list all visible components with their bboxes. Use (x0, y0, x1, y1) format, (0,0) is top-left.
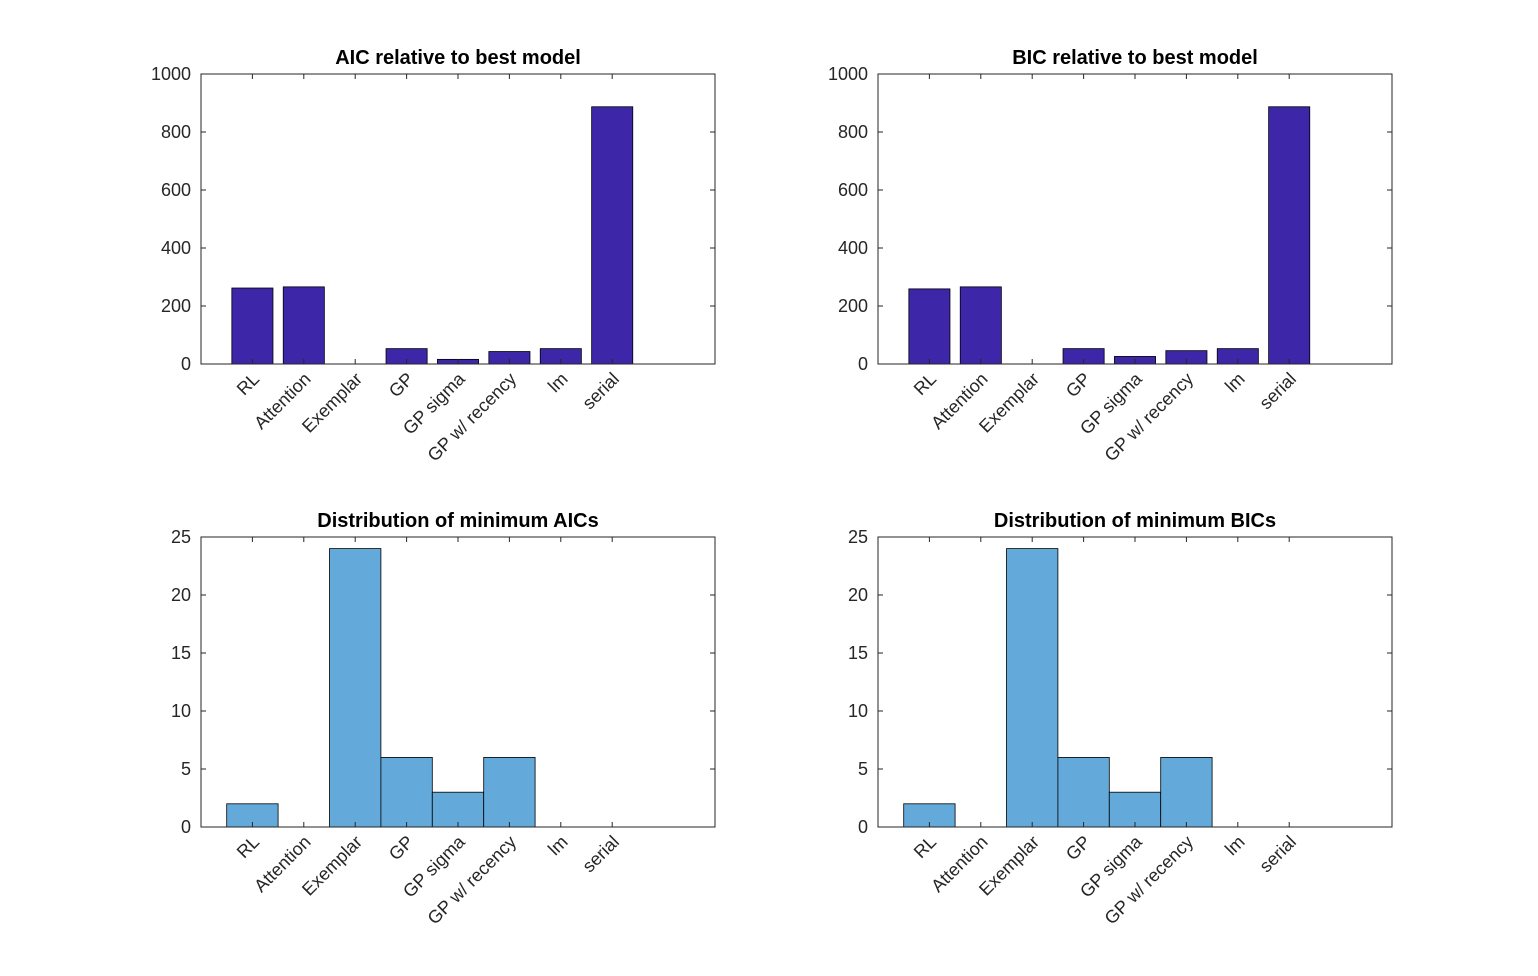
bar-serial (591, 106, 634, 365)
y-tick-label: 600 (838, 180, 868, 200)
x-tick-label: serial (1255, 369, 1300, 414)
bar-gp-sigma (1108, 791, 1162, 828)
y-tick-label: 0 (181, 817, 191, 837)
y-tick-label: 800 (838, 122, 868, 142)
y-tick-label: 0 (181, 354, 191, 374)
bar-gp-w-recency (483, 757, 536, 828)
bar-gp-sigma (431, 791, 485, 828)
y-tick-label: 800 (161, 122, 191, 142)
x-tick-label: RL (233, 832, 263, 862)
bar-rl (908, 288, 951, 365)
y-tick-label: 400 (161, 238, 191, 258)
bar-gp-w-recency (1160, 757, 1213, 828)
y-tick-label: 600 (161, 180, 191, 200)
y-tick-label: 10 (848, 701, 868, 721)
y-tick-label: 20 (171, 585, 191, 605)
x-tick-label: RL (910, 369, 940, 399)
axes-box (200, 73, 716, 365)
x-tick-label: GP w/ recency (424, 832, 521, 929)
x-tick-label: lm (544, 832, 572, 860)
x-tick-label: serial (578, 369, 623, 414)
y-tick-label: 25 (171, 527, 191, 547)
y-tick-label: 5 (181, 759, 191, 779)
y-tick-label: 0 (858, 354, 868, 374)
bar-attention (282, 286, 325, 365)
y-tick-label: 400 (838, 238, 868, 258)
y-tick-label: 15 (171, 643, 191, 663)
y-tick-label: 5 (858, 759, 868, 779)
subplot-1: AIC relative to best model 0 200 400 600 800 1… (151, 47, 716, 466)
x-tick-label: GP w/ recency (424, 369, 521, 466)
y-tick-label: 0 (858, 817, 868, 837)
chart-title: AIC relative to best model (335, 47, 581, 69)
chart-title: BIC relative to best model (1012, 47, 1258, 69)
y-tick-label: 200 (161, 296, 191, 316)
bar-rl (231, 287, 274, 365)
bar-exemplar (329, 548, 382, 828)
x-tick-label: GP (385, 369, 418, 402)
x-tick-label: GP w/ recency (1101, 369, 1198, 466)
bar-gp (380, 757, 433, 828)
y-tick-label: 25 (848, 527, 868, 547)
y-tick-label: 1000 (151, 64, 191, 84)
x-tick-label: GP w/ recency (1101, 832, 1198, 929)
x-tick-label: RL (233, 369, 263, 399)
x-tick-label: GP (385, 832, 418, 865)
y-tick-label: 1000 (828, 64, 868, 84)
axes-box (200, 536, 716, 828)
y-tick-label: 200 (838, 296, 868, 316)
x-tick-label: RL (910, 832, 940, 862)
x-tick-label: lm (1221, 832, 1249, 860)
x-tick-label: GP (1062, 369, 1095, 402)
chart-title: Distribution of minimum BICs (994, 510, 1276, 532)
x-tick-label: serial (1255, 832, 1300, 877)
bar-serial (1268, 106, 1311, 365)
chart-title: Distribution of minimum AICs (317, 510, 598, 532)
y-tick-label: 15 (848, 643, 868, 663)
y-tick-label: 20 (848, 585, 868, 605)
bar-exemplar (1006, 548, 1059, 828)
axes-box (877, 73, 1393, 365)
axes-box (877, 536, 1393, 828)
subplot-3: Distribution of minimum AICs 0 5 10 15 20 25 RL… (171, 510, 716, 929)
subplot-2: BIC relative to best model 0 200 400 600 800 1… (828, 47, 1393, 466)
bar-attention (959, 286, 1002, 365)
x-tick-label: GP (1062, 832, 1095, 865)
subplot-4: Distribution of minimum BICs 0 5 10 15 20 25 RL… (848, 510, 1393, 929)
x-tick-label: lm (1221, 369, 1249, 397)
bar-gp (1057, 757, 1110, 828)
y-tick-label: 10 (171, 701, 191, 721)
x-tick-label: lm (544, 369, 572, 397)
x-tick-label: serial (578, 832, 623, 877)
